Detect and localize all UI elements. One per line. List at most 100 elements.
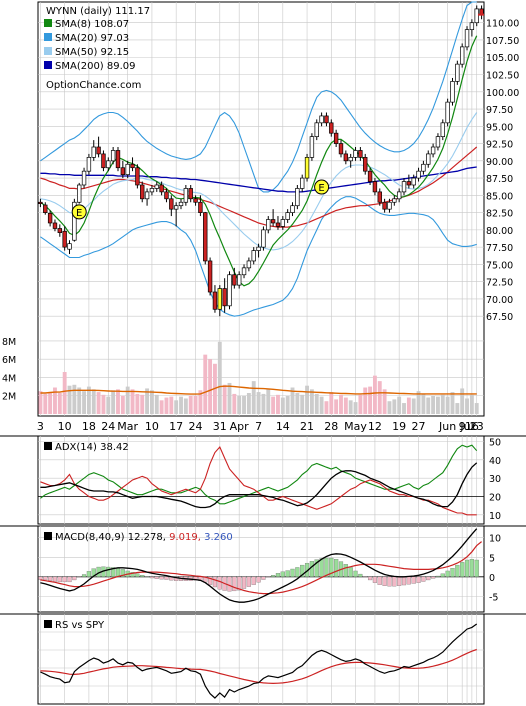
- date-tick-label: 10: [58, 420, 72, 433]
- candle-body: [275, 222, 281, 227]
- macd-histogram-bar: [363, 576, 368, 578]
- candle-body: [445, 101, 450, 124]
- volume-bar: [465, 398, 469, 414]
- macd-tick-label: 0: [489, 573, 495, 584]
- volume-bar: [377, 381, 382, 414]
- volume-bar: [164, 397, 169, 414]
- volume-bar: [159, 400, 164, 414]
- macd-histogram-bar: [426, 576, 431, 581]
- volume-bar: [62, 372, 67, 414]
- volume-bar: [149, 390, 154, 414]
- date-tick-label: 24: [101, 420, 115, 433]
- candle-body: [372, 181, 378, 193]
- macd-signal-line: [40, 541, 482, 595]
- macd-line: [40, 528, 478, 603]
- volume-bar: [368, 386, 373, 414]
- macd-histogram-bar: [455, 564, 460, 577]
- adx-tick-label: 10: [489, 511, 501, 522]
- legend-swatch: [44, 19, 52, 27]
- candle-body: [280, 219, 286, 227]
- macd-histogram-bar: [392, 576, 397, 587]
- legend-swatch: [44, 532, 52, 540]
- candle-body: [173, 205, 179, 210]
- candle-body: [411, 177, 416, 186]
- candle-body: [377, 191, 382, 203]
- candle-body: [314, 122, 319, 138]
- price-tick-label: 70.00: [486, 295, 513, 306]
- macd-histogram-bar: [106, 566, 111, 577]
- macd-histogram-bar: [411, 576, 416, 584]
- macd-histogram-bar: [227, 576, 232, 592]
- volume-bar: [77, 387, 82, 414]
- candle-body: [52, 222, 58, 229]
- candle-body: [169, 198, 174, 210]
- volume-bar: [91, 389, 96, 414]
- volume-bar: [445, 396, 450, 414]
- volume-bar: [382, 389, 387, 414]
- macd-histogram-bar: [193, 576, 198, 581]
- price-tick-label: 95.00: [486, 122, 513, 133]
- candle-body: [382, 201, 387, 210]
- volume-bar: [130, 389, 135, 414]
- volume-bar: [208, 359, 213, 414]
- macd-histogram-bar: [130, 571, 135, 577]
- volume-bar: [387, 401, 392, 414]
- volume-bar: [363, 387, 368, 414]
- macd-histogram-bar: [367, 576, 373, 581]
- volume-bar: [402, 403, 406, 414]
- macd-histogram-bar: [77, 576, 82, 578]
- volume-bar: [397, 396, 402, 414]
- macd-histogram-bar: [52, 576, 58, 582]
- legend-swatch: [44, 47, 52, 55]
- candle-body: [348, 157, 353, 162]
- macd-histogram-bar: [271, 575, 276, 577]
- macd-histogram-bar: [246, 576, 251, 587]
- volume-bar: [305, 385, 309, 414]
- candle-body: [440, 122, 445, 138]
- volume-bar: [43, 393, 48, 414]
- macd-histogram-bar: [406, 576, 411, 585]
- macd-tick-label: 10: [489, 534, 501, 545]
- volume-bar: [329, 392, 334, 414]
- volume-bar: [193, 395, 198, 414]
- macd-histogram-bar: [86, 571, 91, 577]
- candle-body: [140, 184, 145, 200]
- macd-histogram-bar: [164, 576, 169, 580]
- earnings-marker: [71, 204, 87, 220]
- macd-signal-value: 9.019,: [169, 532, 204, 543]
- volume-bar: [392, 399, 397, 414]
- candle-body: [67, 243, 72, 250]
- candle-body: [101, 153, 106, 169]
- legend-swatch: [44, 33, 52, 41]
- volume-bar: [314, 393, 319, 414]
- macd-histogram-bar: [111, 567, 116, 577]
- macd-histogram-bar: [377, 576, 382, 585]
- candle-body: [72, 201, 77, 241]
- candle-body: [387, 201, 392, 210]
- macd-histogram-bar: [329, 557, 334, 577]
- macd-histogram-bar: [353, 570, 358, 577]
- macd-histogram-bar: [217, 576, 222, 590]
- date-tick-label: Jun: [438, 420, 456, 433]
- macd-histogram-bar: [285, 570, 290, 577]
- volume-bar: [198, 390, 203, 414]
- candle-body: [435, 136, 441, 148]
- macd-histogram-bar: [38, 576, 43, 580]
- volume-bar: [179, 396, 183, 414]
- price-tick-label: 67.50: [486, 312, 513, 323]
- macd-histogram-bar: [256, 576, 261, 583]
- candle-body: [416, 170, 421, 179]
- price-tick-label: 105.00: [486, 53, 519, 64]
- volume-bar: [154, 394, 159, 414]
- date-tick-label: 9: [459, 420, 466, 433]
- volume-bar: [261, 393, 266, 414]
- candle-body: [401, 181, 407, 193]
- candle-body: [290, 205, 295, 213]
- candle-body: [38, 201, 43, 204]
- macd-histogram-bar: [474, 559, 479, 577]
- volume-bar: [460, 388, 465, 414]
- macd-tick-label: -5: [489, 592, 498, 603]
- candle-body: [396, 191, 402, 200]
- volume-bar: [324, 401, 329, 414]
- candle-body: [178, 201, 184, 207]
